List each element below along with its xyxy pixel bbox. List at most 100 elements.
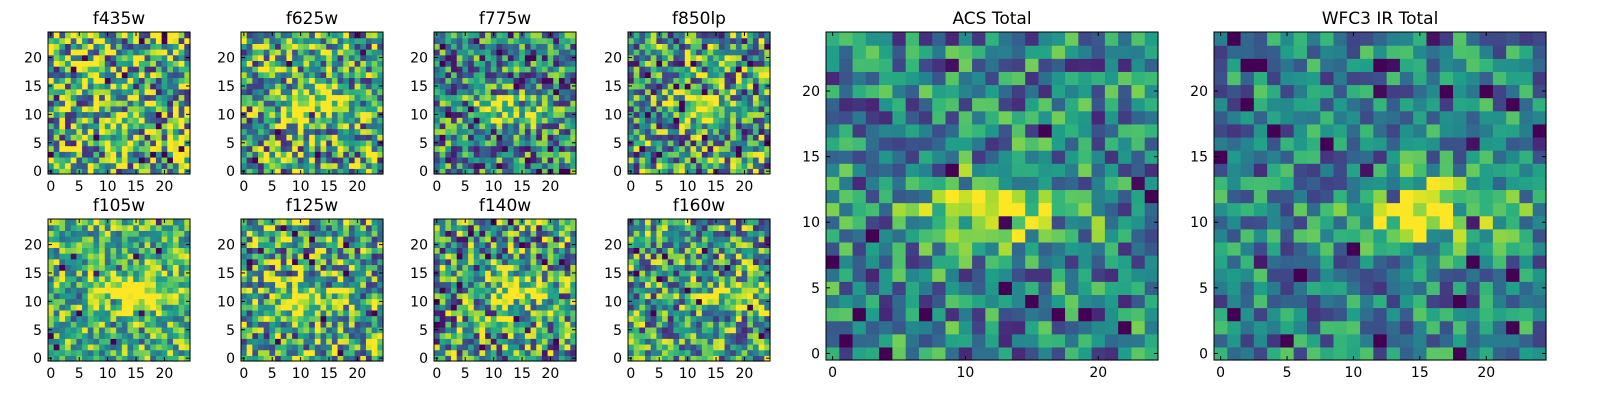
- heatmap-cell: [133, 134, 139, 140]
- heatmap-cell: [326, 293, 332, 299]
- heatmap-cell: [559, 117, 565, 123]
- heatmap-cell: [479, 55, 485, 61]
- heatmap-cell: [128, 242, 134, 248]
- heatmap-cell: [496, 140, 502, 146]
- heatmap-cell: [372, 230, 378, 236]
- heatmap-cell: [491, 287, 497, 293]
- heatmap-cell: [360, 89, 366, 95]
- heatmap-cell: [122, 304, 128, 310]
- heatmap-cell: [48, 151, 54, 157]
- heatmap-cell: [110, 77, 116, 83]
- heatmap-cell: [269, 236, 275, 242]
- heatmap-cell: [668, 112, 674, 118]
- heatmap-cell: [468, 83, 474, 89]
- heatmap-cell: [639, 112, 645, 118]
- heatmap-cell: [315, 140, 321, 146]
- heatmap-cell: [349, 299, 355, 305]
- heatmap-cell: [651, 100, 657, 106]
- heatmap-cell: [315, 117, 321, 123]
- heatmap-cell: [753, 276, 759, 282]
- heatmap-cell: [559, 100, 565, 106]
- heatmap-cell: [338, 38, 344, 44]
- heatmap-cell: [116, 163, 122, 169]
- heatmap-cell: [110, 344, 116, 350]
- heatmap-cell: [502, 72, 508, 78]
- heatmap-cell: [485, 270, 491, 276]
- heatmap-cell: [122, 242, 128, 248]
- heatmap-cell: [156, 66, 162, 72]
- heatmap-cell: [286, 264, 292, 270]
- heatmap-cell: [156, 163, 162, 169]
- heatmap-cell: [679, 276, 685, 282]
- heatmap-cell: [59, 259, 65, 265]
- heatmap-cell: [332, 242, 338, 248]
- heatmap-cell: [479, 338, 485, 344]
- heatmap-cell: [269, 89, 275, 95]
- heatmap-cell: [690, 281, 696, 287]
- heatmap-cell: [559, 236, 565, 242]
- heatmap-cell: [690, 32, 696, 38]
- heatmap-cell: [662, 83, 668, 89]
- heatmap-cell: [139, 338, 145, 344]
- heatmap-cell: [303, 89, 309, 95]
- heatmap-cell: [628, 281, 634, 287]
- heatmap-cell: [88, 247, 94, 253]
- heatmap-cell: [145, 242, 151, 248]
- heatmap-cell: [179, 247, 185, 253]
- heatmap-cell: [565, 259, 571, 265]
- heatmap-cell: [708, 287, 714, 293]
- heatmap-cell: [338, 242, 344, 248]
- heatmap-cell: [668, 83, 674, 89]
- heatmap-cell: [656, 100, 662, 106]
- heatmap-cell: [565, 151, 571, 157]
- heatmap-cell: [281, 83, 287, 89]
- heatmap-cell: [553, 83, 559, 89]
- heatmap-cell: [326, 259, 332, 265]
- heatmap-cell: [474, 276, 480, 282]
- heatmap-cell: [275, 83, 281, 89]
- heatmap-cell: [491, 259, 497, 265]
- heatmap-cell: [309, 77, 315, 83]
- heatmap-cell: [326, 350, 332, 356]
- heatmap-cell: [128, 123, 134, 129]
- heatmap-cell: [258, 287, 264, 293]
- heatmap-cell: [508, 321, 514, 327]
- heatmap-cell: [736, 117, 742, 123]
- heatmap-cell: [553, 350, 559, 356]
- heatmap-cell: [76, 259, 82, 265]
- heatmap-cell: [321, 293, 327, 299]
- x-tick-label: 5: [75, 366, 84, 382]
- heatmap-cell: [457, 321, 463, 327]
- heatmap-cell: [150, 140, 156, 146]
- heatmap-cell: [292, 134, 298, 140]
- heatmap-cell: [634, 327, 640, 333]
- heatmap-cell: [559, 225, 565, 231]
- y-tick-label: 5: [419, 136, 428, 152]
- heatmap-cell: [343, 60, 349, 66]
- heatmap-cell: [542, 242, 548, 248]
- heatmap-cell: [167, 134, 173, 140]
- heatmap-cell: [639, 310, 645, 316]
- heatmap-cell: [496, 55, 502, 61]
- heatmap-cell: [502, 236, 508, 242]
- heatmap-cell: [559, 270, 565, 276]
- heatmap-cell: [162, 304, 168, 310]
- heatmap-cell: [690, 38, 696, 44]
- heatmap-cell: [338, 333, 344, 339]
- heatmap-cell: [491, 146, 497, 152]
- heatmap-cell: [122, 49, 128, 55]
- heatmap-cell: [719, 299, 725, 305]
- heatmap-cell: [298, 327, 304, 333]
- heatmap-cell: [645, 94, 651, 100]
- heatmap-cell: [759, 89, 765, 95]
- heatmap-cell: [71, 32, 77, 38]
- heatmap-cell: [696, 117, 702, 123]
- heatmap-cell: [65, 60, 71, 66]
- heatmap-cell: [110, 310, 116, 316]
- heatmap-cell: [258, 310, 264, 316]
- heatmap-cell: [88, 89, 94, 95]
- heatmap-cell: [269, 287, 275, 293]
- heatmap-cell: [553, 344, 559, 350]
- heatmap-cell: [128, 219, 134, 225]
- heatmap-cell: [128, 66, 134, 72]
